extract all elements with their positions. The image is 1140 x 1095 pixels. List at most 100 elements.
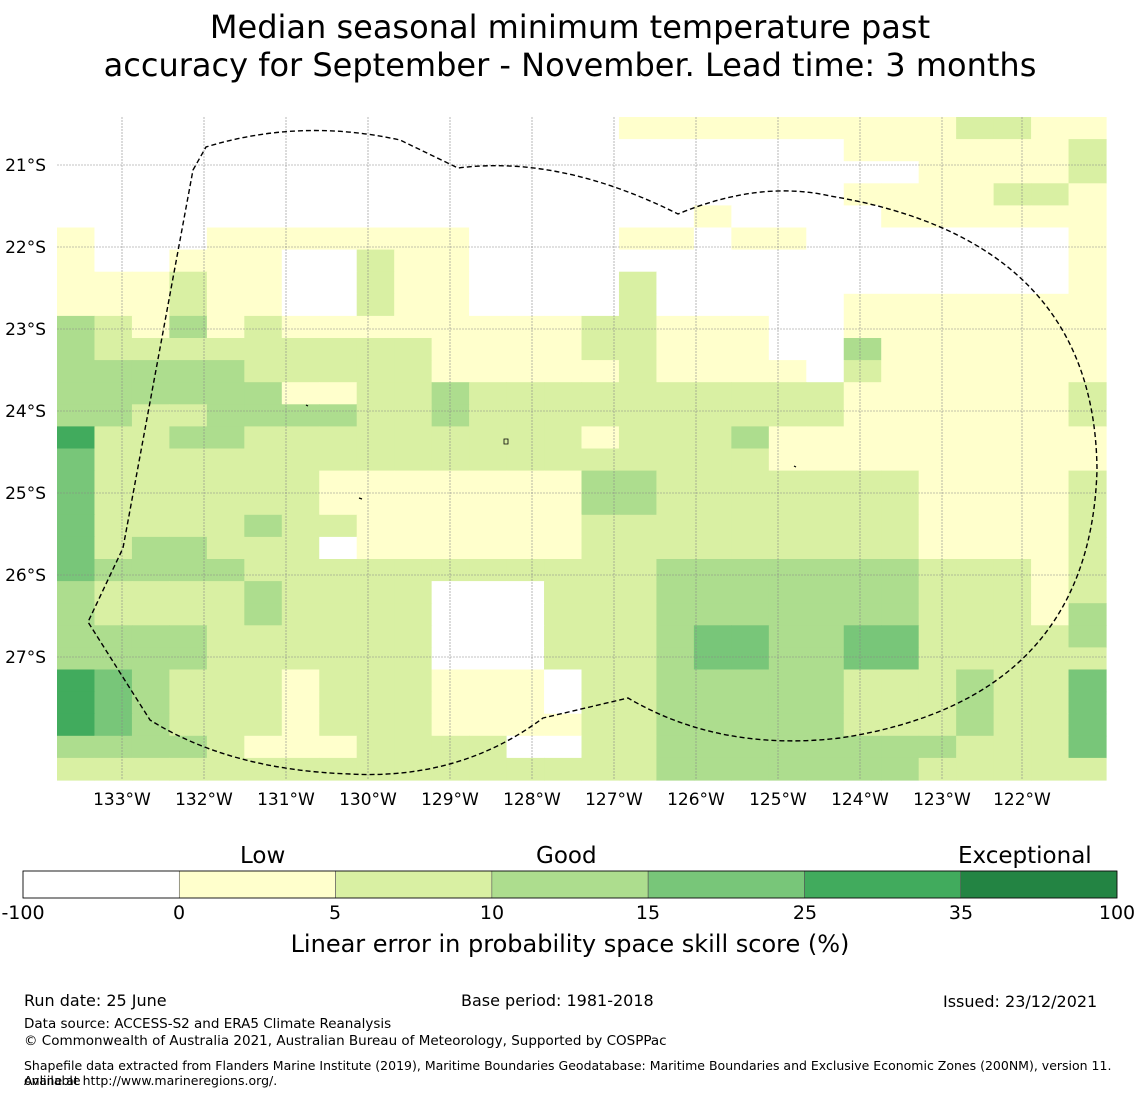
grid-cell xyxy=(1031,117,1070,140)
longitude-label: 133°W xyxy=(93,790,151,810)
longitude-label: 129°W xyxy=(421,790,479,810)
colorbar-tick: 0 xyxy=(172,902,186,924)
grid-cell xyxy=(581,735,620,759)
grid-cell xyxy=(169,382,208,405)
grid-cell xyxy=(693,360,732,383)
grid-cell xyxy=(1068,647,1107,671)
grid-cell xyxy=(356,426,395,450)
grid-cell xyxy=(768,139,807,162)
grid-cell xyxy=(1068,603,1107,626)
grid-cell xyxy=(843,382,882,405)
grid-cell xyxy=(544,139,583,162)
base-period: Base period: 1981-2018 xyxy=(461,991,654,1010)
grid-cell xyxy=(993,426,1032,450)
grid-cell xyxy=(993,293,1032,317)
grid-cell xyxy=(356,625,395,648)
grid-cell xyxy=(656,647,695,671)
colorbar-tick: 100 xyxy=(1098,902,1136,924)
grid-cell xyxy=(506,492,545,516)
grid-cell xyxy=(544,426,583,450)
grid-cell xyxy=(731,293,770,317)
grid-cell xyxy=(956,536,995,560)
grid-cell xyxy=(94,161,133,184)
grid-cell xyxy=(768,448,807,472)
grid-cell xyxy=(993,492,1032,516)
grid-cell xyxy=(918,448,957,472)
grid-cell xyxy=(506,205,545,229)
grid-cell xyxy=(319,205,358,229)
grid-cell xyxy=(618,338,658,361)
grid-cell xyxy=(581,338,620,361)
grid-cell xyxy=(94,625,133,648)
grid-cell xyxy=(319,581,358,604)
grid-cell xyxy=(768,757,807,781)
grid-cell xyxy=(1068,293,1107,317)
grid-cell xyxy=(57,227,96,251)
grid-cell xyxy=(693,735,732,759)
grid-cell xyxy=(956,426,995,450)
grid-cell xyxy=(394,647,433,671)
copyright: © Commonwealth of Australia 2021, Austra… xyxy=(24,1033,667,1049)
grid-cell xyxy=(693,183,732,206)
longitude-label: 126°W xyxy=(667,790,725,810)
grid-cell xyxy=(956,117,995,140)
grid-cell xyxy=(206,183,245,206)
grid-cell xyxy=(806,448,845,472)
grid-cell xyxy=(394,315,433,339)
grid-cell xyxy=(469,382,508,405)
colorbar-segment xyxy=(335,870,493,899)
grid-cell xyxy=(319,161,358,184)
grid-cell xyxy=(94,139,133,162)
grid-cell xyxy=(956,647,995,671)
grid-cell xyxy=(1031,691,1070,715)
colorbar-segment xyxy=(178,870,336,899)
grid-cell xyxy=(169,139,208,162)
grid-cell xyxy=(281,625,320,648)
grid-cell xyxy=(993,139,1032,162)
grid-cell xyxy=(768,647,807,671)
grid-cell xyxy=(281,271,320,295)
grid-cell xyxy=(131,315,170,339)
grid-cell xyxy=(356,691,395,715)
grid-cell xyxy=(843,735,882,759)
grid-cell xyxy=(94,757,133,781)
grid-cell xyxy=(206,669,245,693)
grid-cell xyxy=(281,293,320,317)
grid-cell xyxy=(544,404,583,427)
grid-cell xyxy=(656,271,695,295)
grid-cell xyxy=(581,315,620,339)
grid-cell xyxy=(656,713,695,737)
grid-cell xyxy=(843,426,882,450)
grid-cell xyxy=(169,205,208,229)
grid-cell xyxy=(356,271,395,295)
grid-cell xyxy=(131,271,170,295)
grid-cell xyxy=(206,757,245,781)
grid-cell xyxy=(431,227,470,251)
grid-cell xyxy=(544,205,583,229)
latitude-label: 23°S xyxy=(5,320,46,340)
grid-cell xyxy=(618,161,658,184)
grid-cell xyxy=(956,249,995,273)
grid-cell xyxy=(394,757,433,781)
map-title-line1: Median seasonal minimum temperature past xyxy=(209,8,931,46)
grid-cell xyxy=(244,205,283,229)
grid-cell xyxy=(768,183,807,206)
grid-cell xyxy=(544,757,583,781)
grid-cell xyxy=(281,691,320,715)
grid-cell xyxy=(394,713,433,737)
grid-cell xyxy=(881,271,920,295)
grid-cell xyxy=(469,139,508,162)
grid-cell xyxy=(356,315,395,339)
grid-cell xyxy=(394,691,433,715)
grid-cell xyxy=(1068,404,1107,427)
grid-cell xyxy=(169,581,208,604)
grid-cell xyxy=(1031,581,1070,604)
grid-cell xyxy=(918,161,957,184)
grid-cell xyxy=(843,161,882,184)
grid-cell xyxy=(581,448,620,472)
grid-cell xyxy=(1068,183,1107,206)
grid-cell xyxy=(843,581,882,604)
grid-cell xyxy=(806,536,845,560)
grid-cell xyxy=(281,382,320,405)
grid-cell xyxy=(94,735,133,759)
